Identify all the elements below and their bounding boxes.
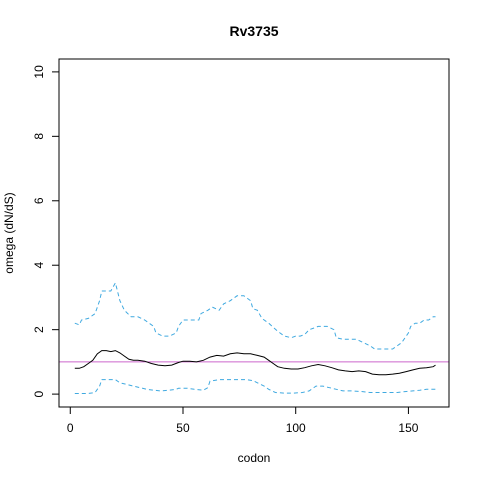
x-tick-label: 0 — [67, 421, 74, 435]
x-tick-label: 150 — [398, 421, 418, 435]
series-line-lower — [74, 379, 436, 394]
x-axis: 0 50 100 150 — [67, 406, 419, 435]
x-axis-label: codon — [238, 451, 271, 465]
chart-title: Rv3735 — [229, 23, 278, 39]
x-tick-label: 100 — [286, 421, 306, 435]
y-tick-label: 6 — [32, 197, 46, 204]
y-tick-label: 0 — [32, 390, 46, 397]
series-line-upper — [74, 281, 436, 350]
y-tick-label: 4 — [32, 262, 46, 269]
y-axis: 0 2 4 6 8 10 — [32, 65, 60, 397]
y-tick-label: 10 — [32, 65, 46, 79]
plot-area — [59, 281, 449, 394]
x-tick-label: 50 — [176, 421, 190, 435]
y-tick-label: 2 — [32, 326, 46, 333]
y-axis-label: omega (dN/dS) — [2, 192, 16, 273]
series-line-estimate — [74, 350, 436, 376]
y-tick-label: 8 — [32, 133, 46, 140]
